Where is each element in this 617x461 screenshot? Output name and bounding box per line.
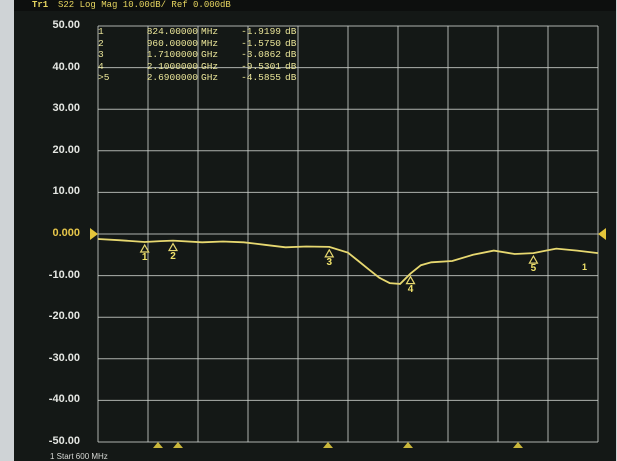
trace-id-label[interactable]: Tr1	[32, 0, 49, 10]
marker-db-unit: dB	[285, 72, 297, 83]
y-axis-tick-label: -10.00	[48, 268, 80, 281]
marker-unit: GHz	[201, 49, 219, 60]
footer-start-label: 1 Start 600 MHz	[50, 452, 108, 461]
marker-id: >5	[98, 72, 110, 83]
marker-id: 4	[98, 60, 104, 72]
marker-value: -1.9199	[241, 26, 281, 37]
marker-db-unit: dB	[285, 26, 297, 37]
marker-unit: MHz	[201, 37, 219, 49]
analyzer-screen: Tr1 S22 Log Mag 10.00dB/ Ref 0.000dB 50.…	[14, 0, 616, 461]
marker-label: 1	[141, 251, 148, 263]
y-axis-tick-label: 10.00	[52, 185, 80, 198]
y-axis-tick-label: -30.00	[48, 351, 80, 364]
y-axis-tick-label: 40.00	[52, 60, 80, 73]
trace-line	[97, 238, 599, 285]
marker-row-1: 1 824.00000 MHz -1.9199 dB	[98, 26, 296, 38]
marker-freq: 960.00000	[146, 37, 198, 49]
trace-format-label: S22 Log Mag 10.00dB/ Ref 0.000dB	[58, 0, 231, 10]
marker-value: -4.5855	[241, 72, 281, 83]
y-axis-tick-label: 0.000	[52, 227, 80, 239]
marker-row-4: 4 2.1000000 GHz -9.5301 dB	[98, 61, 296, 73]
bottom-marker-indicator	[153, 442, 163, 448]
marker-id: 2	[98, 37, 104, 49]
marker-db-unit: dB	[285, 37, 297, 49]
y-axis-tick-label: 30.00	[52, 102, 80, 115]
marker-label: 3	[326, 256, 333, 268]
marker-triangle	[528, 254, 539, 264]
y-axis-tick-label: 20.00	[52, 143, 80, 156]
marker-triangle	[405, 275, 416, 285]
marker-triangle	[324, 248, 335, 258]
marker-value: -3.0862	[241, 49, 281, 60]
y-axis-tick-label: -20.00	[48, 310, 80, 323]
ref-level-right-arrow	[598, 228, 606, 240]
bottom-marker-indicator	[173, 442, 183, 448]
marker-db-unit: dB	[285, 49, 297, 60]
bottom-marker-indicator	[323, 442, 333, 448]
marker-freq: 824.00000	[146, 26, 198, 37]
marker-value: -9.5301	[241, 60, 281, 72]
marker-freq: 2.1000000	[146, 60, 198, 72]
marker-value: -1.5750	[241, 37, 281, 49]
marker-label: 4	[407, 283, 414, 295]
plot-area	[90, 25, 606, 448]
marker-id: 1	[98, 26, 104, 37]
marker-unit: GHz	[201, 72, 219, 83]
marker-unit: MHz	[201, 26, 219, 37]
marker-label: 5	[530, 263, 537, 275]
bottom-marker-indicator	[403, 442, 413, 448]
ref-level-left-arrow	[90, 228, 98, 240]
marker-label: 2	[170, 250, 176, 262]
y-axis-tick-label: -50.00	[48, 435, 80, 447]
trace-end-label: 1	[582, 262, 588, 272]
marker-row-2: 2 960.00000 MHz -1.5750 dB	[98, 38, 296, 50]
marker-freq: 2.6900000	[146, 72, 198, 83]
marker-triangle	[139, 243, 150, 253]
marker-unit: GHz	[201, 60, 219, 72]
marker-freq: 1.7100000	[146, 49, 198, 60]
marker-row-3: 3 1.7100000 GHz -3.0862 dB	[98, 49, 296, 61]
marker-db-unit: dB	[285, 60, 297, 72]
marker-id: 3	[98, 49, 104, 60]
bottom-marker-indicator	[513, 442, 523, 448]
marker-table: 1 824.00000 MHz -1.9199 dB 2 960.00000 M…	[98, 26, 296, 84]
y-axis-tick-label: 50.00	[52, 19, 80, 31]
marker-triangle	[167, 242, 179, 252]
y-axis-tick-label: -40.00	[48, 393, 80, 406]
marker-row-5: >5 2.6900000 GHz -4.5855 dB	[98, 72, 296, 84]
header-bar: Tr1 S22 Log Mag 10.00dB/ Ref 0.000dB	[14, 0, 616, 11]
